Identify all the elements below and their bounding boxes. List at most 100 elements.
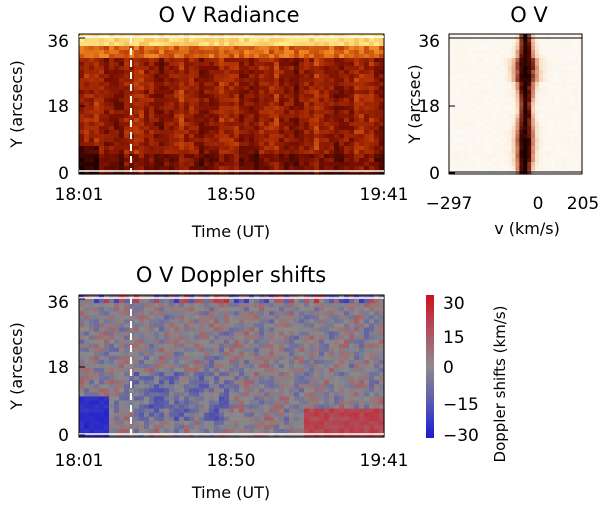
radiance-pixel (119, 106, 125, 111)
doppler-pixel (164, 408, 170, 414)
radiance-pixel (329, 126, 335, 131)
radiance-pixel (89, 154, 95, 159)
radiance-pixel (174, 62, 180, 67)
profile-pixel (523, 86, 528, 91)
radiance-pixel (279, 50, 285, 55)
radiance-pixel (114, 94, 120, 99)
profile-pixel (550, 114, 556, 119)
radiance-pixel (284, 110, 290, 115)
doppler-pixel (134, 303, 140, 308)
doppler-pixel (124, 335, 130, 341)
profile-pixel (523, 150, 528, 155)
profile-pixel (570, 86, 575, 91)
doppler-pixel (289, 351, 295, 357)
radiance-pixel (364, 50, 370, 55)
profile-pixel (480, 62, 485, 67)
radiance-pixel (244, 86, 250, 91)
doppler-pixel (119, 388, 125, 393)
radiance-pixel (229, 166, 235, 171)
radiance-pixel (359, 94, 365, 99)
radiance-pixel (94, 54, 100, 59)
radiance-pixel (204, 158, 210, 163)
doppler-pixel (214, 396, 220, 402)
doppler-pixel (294, 339, 300, 345)
doppler-pixel (154, 368, 160, 373)
radiance-pixel (104, 98, 110, 103)
doppler-pixel (269, 299, 275, 304)
radiance-pixel (329, 146, 335, 151)
doppler-pixel (199, 372, 205, 377)
doppler-pixel (239, 343, 245, 349)
doppler-pixel (169, 384, 175, 389)
radiance-pixel (359, 166, 365, 171)
radiance-pixel (329, 54, 335, 59)
radiance-pixel (159, 78, 165, 83)
doppler-pixel (124, 420, 130, 426)
doppler-pixel (304, 368, 310, 373)
radiance-pixel (224, 134, 230, 139)
doppler-pixel (89, 424, 95, 430)
radiance-pixel (94, 130, 100, 135)
radiance-pixel (264, 86, 270, 91)
profile-pixel (495, 34, 501, 39)
doppler-pixel (224, 351, 230, 357)
radiance-pixel (249, 154, 255, 159)
radiance-pixel (229, 154, 235, 159)
radiance-pixel (114, 98, 120, 103)
radiance-pixel (199, 74, 205, 79)
radiance-pixel (94, 42, 100, 47)
doppler-pixel (219, 412, 225, 418)
doppler-pixel (189, 327, 195, 333)
doppler-pixel (174, 351, 180, 357)
profile-pixel (538, 162, 544, 167)
radiance-pixel (219, 130, 225, 135)
radiance-pixel (349, 118, 355, 123)
doppler-pixel (274, 404, 280, 410)
radiance-pixel (209, 74, 215, 79)
profile-pixel (464, 142, 470, 147)
profile-pixel (562, 106, 567, 111)
profile-pixel (507, 122, 513, 127)
radiance-pixel (99, 166, 105, 171)
doppler-pixel (279, 420, 285, 426)
radiance-pixel (89, 62, 95, 67)
doppler-pixel (204, 327, 210, 333)
profile-pixel (562, 90, 567, 95)
doppler-pixel (194, 404, 200, 410)
radiance-pixel (104, 134, 110, 139)
profile-pixel (495, 42, 501, 47)
profile-pixel (558, 78, 564, 83)
radiance-pixel (259, 42, 265, 47)
profile-pixel (519, 38, 524, 43)
doppler-pixel (229, 420, 235, 426)
radiance-pixel (84, 98, 90, 103)
radiance-pixel (129, 170, 135, 175)
doppler-pixel (254, 363, 260, 369)
profile-frame (448, 33, 583, 175)
profile-pixel (480, 74, 485, 79)
radiance-pixel (179, 130, 185, 135)
radiance-pixel (174, 90, 180, 95)
profile-pixel (456, 74, 462, 79)
profile-heatmap (449, 34, 583, 175)
profile-pixel (499, 154, 505, 159)
doppler-pixel (304, 408, 310, 414)
profile-pixel (480, 138, 485, 143)
doppler-pixel (89, 392, 95, 398)
radiance-pixel (179, 118, 185, 123)
radiance-pixel (244, 122, 250, 127)
doppler-pixel (259, 372, 265, 377)
radiance-pixel (379, 162, 385, 167)
profile-pixel (554, 58, 560, 63)
radiance-pixel (354, 78, 360, 83)
doppler-pixel (264, 376, 270, 381)
radiance-pixel (209, 106, 215, 111)
doppler-pixel (249, 432, 255, 438)
doppler-pixel (294, 327, 300, 333)
doppler-pixel (299, 355, 305, 361)
doppler-pixel (299, 400, 305, 406)
doppler-pixel (229, 368, 235, 373)
doppler-pixel (179, 416, 185, 422)
doppler-pixel (139, 355, 145, 361)
radiance-pixel (244, 98, 250, 103)
